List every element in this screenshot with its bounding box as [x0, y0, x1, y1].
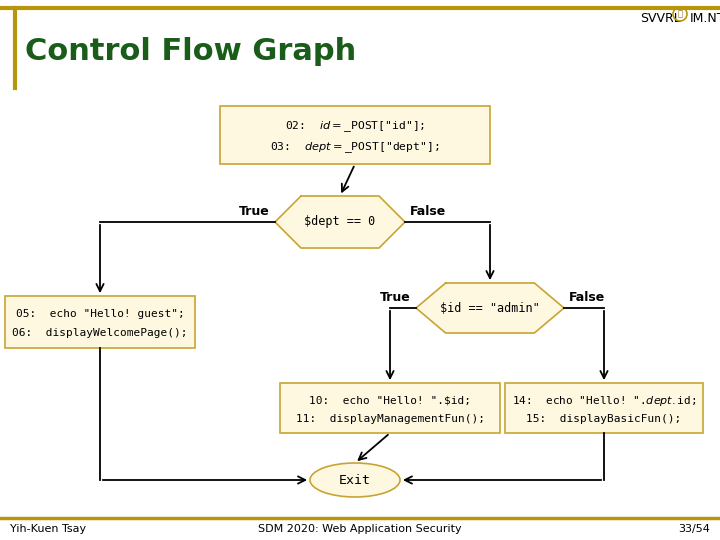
- Text: SVVRL: SVVRL: [640, 12, 680, 25]
- Text: $dept == 0: $dept == 0: [305, 215, 376, 228]
- Text: 06:  displayWelcomePage();: 06: displayWelcomePage();: [12, 328, 188, 339]
- Text: Yih-Kuen Tsay: Yih-Kuen Tsay: [10, 524, 86, 534]
- FancyBboxPatch shape: [220, 106, 490, 164]
- Text: 11:  displayManagementFun();: 11: displayManagementFun();: [295, 414, 485, 424]
- Text: 02:  $id = $_POST["id"];: 02: $id = $_POST["id"];: [285, 119, 425, 134]
- Text: 05:  echo "Hello! guest";: 05: echo "Hello! guest";: [16, 309, 184, 319]
- Text: 14:  echo "Hello! ".$dept.$id;: 14: echo "Hello! ".$dept.$id;: [512, 394, 696, 408]
- Text: Exit: Exit: [339, 474, 371, 487]
- Polygon shape: [416, 283, 564, 333]
- Text: 10:  echo "Hello! ".$id;: 10: echo "Hello! ".$id;: [309, 395, 471, 406]
- FancyBboxPatch shape: [505, 383, 703, 433]
- FancyBboxPatch shape: [5, 296, 195, 348]
- Ellipse shape: [310, 463, 400, 497]
- Text: True: True: [380, 291, 411, 304]
- Text: False: False: [569, 291, 606, 304]
- Text: $id == "admin": $id == "admin": [440, 301, 540, 314]
- Text: 03:  $dept = $_POST["dept"];: 03: $dept = $_POST["dept"];: [270, 140, 440, 155]
- Text: False: False: [410, 205, 446, 218]
- Text: IM.NTU: IM.NTU: [690, 12, 720, 25]
- Text: 33/54: 33/54: [678, 524, 710, 534]
- FancyBboxPatch shape: [280, 383, 500, 433]
- Text: Control Flow Graph: Control Flow Graph: [25, 37, 356, 66]
- Polygon shape: [275, 196, 405, 248]
- Text: Ⓞ: Ⓞ: [678, 10, 683, 18]
- Text: True: True: [239, 205, 270, 218]
- Text: SDM 2020: Web Application Security: SDM 2020: Web Application Security: [258, 524, 462, 534]
- Text: 15:  displayBasicFun();: 15: displayBasicFun();: [526, 414, 682, 424]
